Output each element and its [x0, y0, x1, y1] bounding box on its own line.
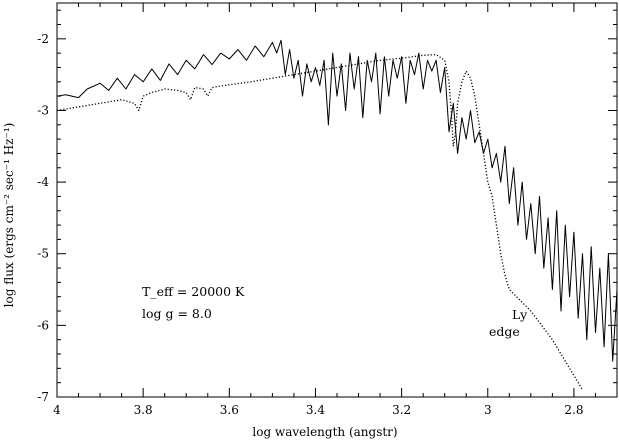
series-line-dotted: [56, 53, 584, 391]
axis-ticks: [56, 3, 618, 398]
y-tick-label: -3: [37, 103, 49, 117]
tick-labels: 4 3.8 3.6 3.4 3.2 3 2.8 -7 -6 -5 -4 -3 -2: [37, 32, 583, 417]
x-axis-label: log wavelength (angstr): [252, 425, 397, 439]
annotation-edge: edge: [489, 324, 520, 339]
x-tick-label: 3.2: [392, 403, 411, 417]
annotation-logg: log g = 8.0: [142, 306, 212, 321]
y-tick-label: -4: [37, 175, 49, 189]
y-tick-label: -2: [37, 32, 49, 46]
y-axis-label: log flux (ergs cm⁻² sec⁻¹ Hz⁻¹): [2, 123, 16, 308]
x-tick-label: 3: [484, 403, 492, 417]
annotation-ly: Ly: [512, 307, 528, 322]
plot-frame: [56, 2, 618, 398]
x-tick-label: 3.6: [220, 403, 239, 417]
y-tick-label: -5: [37, 247, 49, 261]
y-tick-label: -6: [37, 318, 49, 332]
x-tick-label: 3.8: [134, 403, 153, 417]
x-tick-label: 2.8: [564, 403, 583, 417]
annotation-teff: T_eff = 20000 K: [142, 284, 245, 299]
series-line-solid: [56, 39, 618, 362]
y-tick-label: -7: [37, 390, 49, 404]
plot-lines: [56, 39, 618, 391]
x-tick-label: 3.4: [306, 403, 325, 417]
x-tick-label: 4: [53, 403, 61, 417]
